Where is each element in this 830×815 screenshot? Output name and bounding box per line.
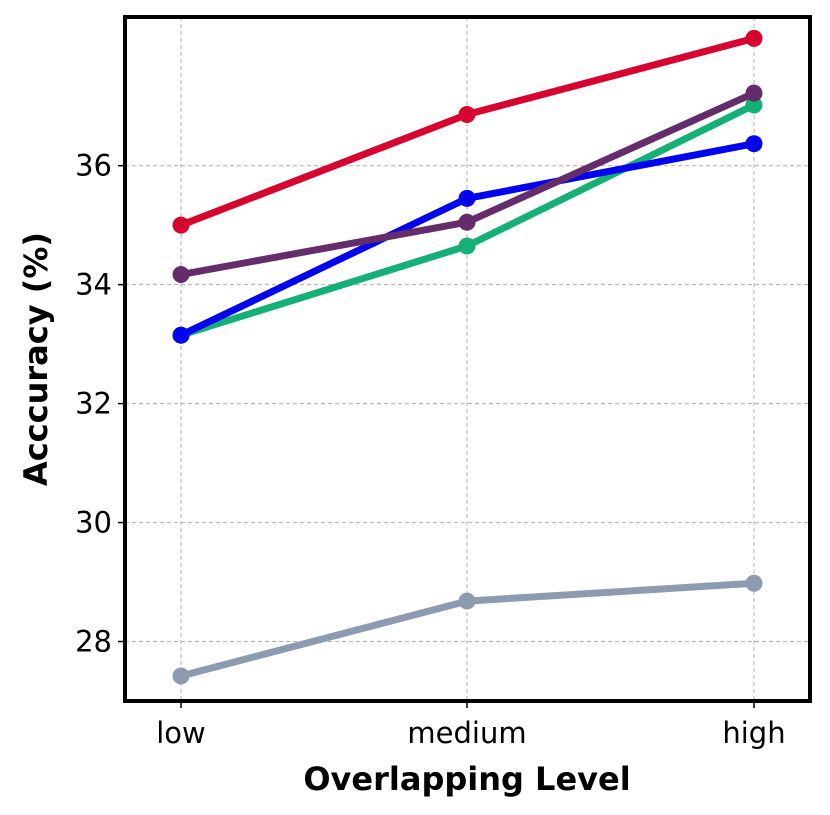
data-point: [458, 106, 476, 124]
data-point: [745, 96, 763, 114]
data-point: [458, 213, 476, 231]
grid: [125, 17, 810, 701]
x-tick-label-low: low: [156, 716, 206, 750]
series-0: [172, 29, 763, 234]
y-tick-label-30: 30: [75, 506, 112, 540]
x-axis-title: Overlapping Level: [303, 760, 630, 798]
data-point: [745, 574, 763, 592]
data-point: [745, 29, 763, 47]
y-axis-title: Acccuracy (%): [17, 232, 55, 486]
data-point: [745, 84, 763, 102]
x-tick-label-medium: medium: [407, 716, 526, 750]
data-point: [172, 326, 190, 344]
y-tick-label-32: 32: [75, 387, 112, 421]
data-point: [172, 667, 190, 685]
ticks: low medium high 28 30 32 34 36: [75, 149, 786, 750]
y-tick-label-28: 28: [75, 625, 112, 659]
data-point: [458, 237, 476, 255]
x-tick-label-high: high: [722, 716, 785, 750]
series-2: [172, 135, 763, 344]
data-point: [172, 216, 190, 234]
data-point: [745, 135, 763, 153]
data-point: [172, 266, 190, 284]
series-4: [172, 574, 763, 685]
data-point: [458, 189, 476, 207]
y-tick-label-34: 34: [75, 268, 112, 302]
series-1: [172, 84, 763, 284]
series-layer: [172, 29, 763, 685]
data-point: [458, 592, 476, 610]
y-tick-label-36: 36: [75, 149, 112, 183]
